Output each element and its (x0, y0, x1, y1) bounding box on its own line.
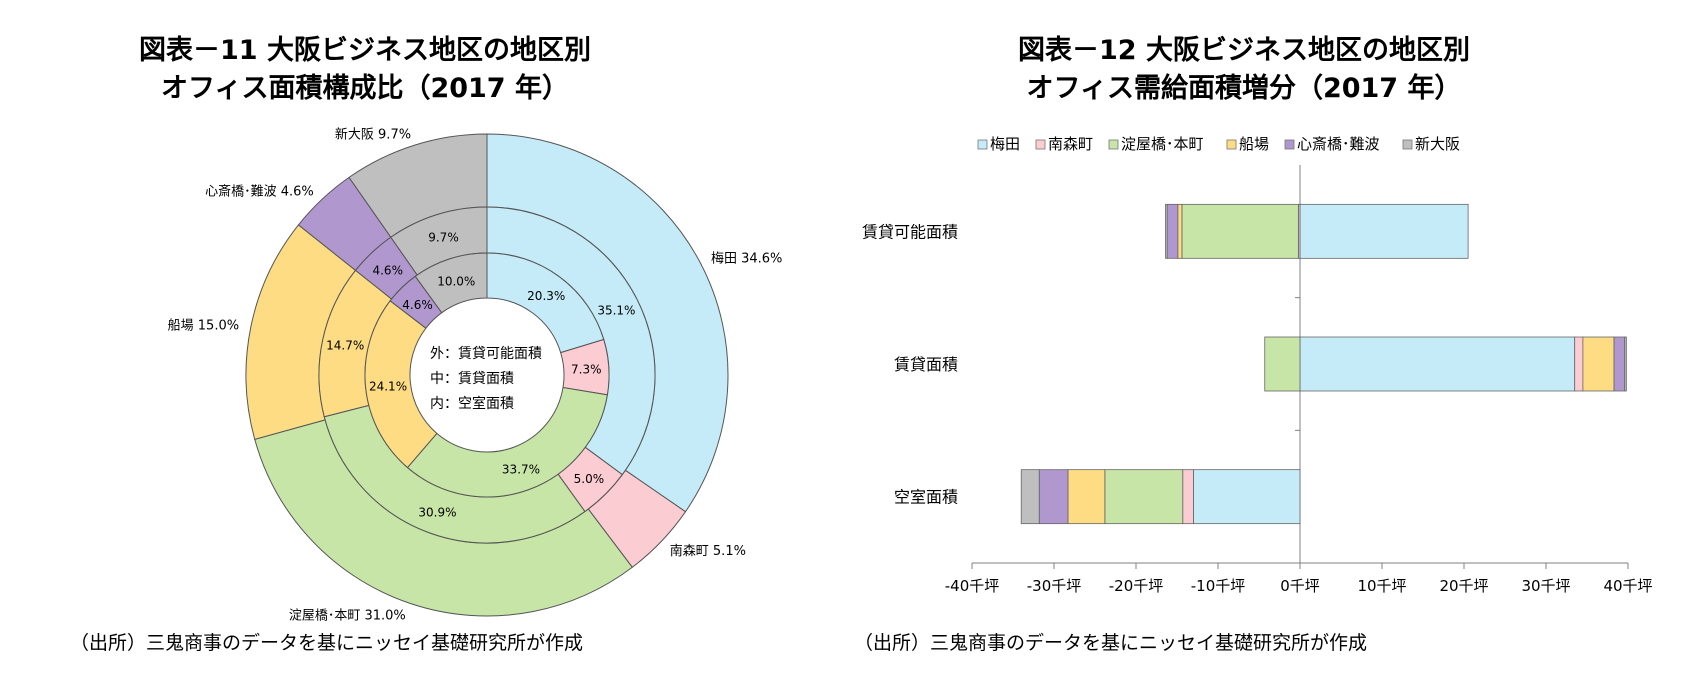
donut-outer-label-shinsaibashi-namba: 心斎橋･難波 4.6% (205, 184, 314, 200)
donut-outer-label-semba: 船場 15.0% (168, 318, 239, 333)
donut-inner-label-umeda: 20.3% (527, 289, 565, 303)
legend-label-shinsaibashi-namba: 心斎橋･難波 (1297, 135, 1380, 153)
donut-inner-label-shin-osaka: 10.0% (437, 274, 475, 288)
donut-inner-slice-semba (364, 300, 438, 469)
bar-leased-area-shin-osaka (1624, 336, 1627, 392)
bar-leased-area-semba (1582, 336, 1615, 392)
bar-leased-area-umeda (1299, 336, 1576, 392)
x-tick-label-0: -40千坪 (945, 577, 1000, 595)
category-label-rentable-area: 賃貸可能面積 (862, 222, 958, 241)
left-title-line2: オフィス面積構成比（2017 年） (160, 73, 569, 104)
bar-rentable-area-yodoyabashi-honmachi (1181, 203, 1299, 259)
donut-middle-label-shin-osaka: 9.7% (428, 231, 459, 245)
donut-inner-label-minamimorimachi: 7.3% (571, 362, 602, 376)
donut-center-text-2: 内：空室面積 (430, 395, 514, 412)
left-chart-title: 図表－11 大阪ビジネス地区の地区別 オフィス面積構成比（2017 年） (0, 32, 788, 108)
legend-label-minamimorimachi: 南森町 (1048, 135, 1093, 153)
right-chart-panel: 図表－12 大阪ビジネス地区の地区別 オフィス需給面積増分（2017 年） 梅田… (846, 0, 1692, 689)
bar-vacant-area-minamimorimachi (1182, 469, 1194, 525)
donut-outer-label-yodoyabashi-honmachi: 淀屋橋･本町 31.0% (289, 609, 406, 624)
x-tick-label-2: -20千坪 (1109, 577, 1164, 595)
bar-vacant-area-semba (1067, 469, 1106, 525)
bar-leased-area-yodoyabashi-honmachi (1264, 336, 1301, 392)
donut-outer-label-umeda: 梅田 34.6% (711, 251, 782, 266)
right-chart-title: 図表－12 大阪ビジネス地区の地区別 オフィス需給面積増分（2017 年） (821, 32, 1667, 108)
donut-chart: 梅田 34.6% 南森町 5.1% 淀屋橋･本町 31.0% 船場 15.0% 心斎橋･… (168, 127, 783, 624)
legend-label-semba: 船場 (1239, 135, 1269, 153)
bar-rentable-area-semba (1177, 203, 1183, 259)
x-tick-label-5: 10千坪 (1357, 577, 1406, 595)
legend-label-yodoyabashi-honmachi: 淀屋橋･本町 (1121, 135, 1204, 153)
legend-label-umeda: 梅田 (990, 135, 1020, 153)
donut-middle-label-semba: 14.7% (326, 339, 364, 353)
bar-rentable-area-shin-osaka (1165, 203, 1168, 259)
donut-middle-label-yodoyabashi-honmachi: 30.9% (418, 505, 456, 519)
bar-vacant-area-umeda (1192, 469, 1301, 525)
donut-inner-label-shinsaibashi-namba: 4.6% (402, 298, 433, 312)
donut-middle-label-umeda: 35.1% (597, 304, 635, 318)
x-tick-label-3: -10千坪 (1191, 577, 1246, 595)
bar-vacant-area-yodoyabashi-honmachi (1104, 469, 1184, 525)
donut-center-text-0: 外：賃貸可能面積 (430, 346, 542, 362)
donut-center-text-1: 中：賃貸面積 (430, 371, 514, 387)
left-chart-panel: 図表－11 大阪ビジネス地区の地区別 オフィス面積構成比（2017 年） 梅田 … (0, 32, 788, 654)
bar-rentable-area-umeda (1299, 203, 1469, 259)
right-title-line1: 図表－12 大阪ビジネス地区の地区別 (1018, 35, 1470, 66)
bar-leased-area-minamimorimachi (1574, 336, 1584, 392)
legend-swatch-semba (1226, 139, 1237, 150)
bar-leased-area-shinsaibashi-namba (1613, 336, 1626, 392)
donut-inner-slice-yodoyabashi-honmachi (406, 386, 608, 498)
donut-inner-label-yodoyabashi-honmachi: 33.7% (502, 463, 540, 477)
category-label-vacant-area: 空室面積 (894, 488, 958, 507)
donut-inner-label-semba: 24.1% (369, 379, 407, 393)
donut-inner-slice-shin-osaka (414, 252, 488, 314)
x-tick-label-8: 40千坪 (1603, 577, 1652, 595)
right-title-line2: オフィス需給面積増分（2017 年） (1026, 73, 1462, 104)
x-tick-label-1: -30千坪 (1027, 577, 1082, 595)
bar-vacant-area-shinsaibashi-namba (1038, 469, 1069, 525)
legend-swatch-shinsaibashi-namba (1284, 139, 1295, 150)
right-source-note: （出所）三鬼商事のデータを基にニッセイ基礎研究所が作成 (854, 632, 1368, 654)
legend-swatch-umeda (977, 139, 988, 150)
donut-outer-label-minamimorimachi: 南森町 5.1% (670, 543, 746, 559)
left-source-note: （出所）三鬼商事のデータを基にニッセイ基礎研究所が作成 (70, 632, 584, 654)
legend-swatch-shin-osaka (1402, 139, 1413, 150)
donut-middle-label-minamimorimachi: 5.0% (574, 472, 605, 486)
category-label-leased-area: 賃貸面積 (894, 355, 958, 374)
legend-swatch-minamimorimachi (1035, 139, 1046, 150)
legend-swatch-yodoyabashi-honmachi (1108, 139, 1119, 150)
bar-vacant-area-shin-osaka (1020, 469, 1040, 525)
bar-rentable-area-shinsaibashi-namba (1166, 203, 1179, 259)
x-tick-label-4: 0千坪 (1280, 577, 1320, 595)
donut-middle-label-shinsaibashi-namba: 4.6% (372, 263, 403, 277)
legend-label-shin-osaka: 新大阪 (1415, 135, 1460, 153)
x-tick-label-6: 20千坪 (1439, 577, 1488, 595)
left-title-line1: 図表－11 大阪ビジネス地区の地区別 (139, 35, 591, 66)
donut-outer-label-shin-osaka: 新大阪 9.7% (335, 127, 411, 143)
x-tick-label-7: 30千坪 (1521, 577, 1570, 595)
